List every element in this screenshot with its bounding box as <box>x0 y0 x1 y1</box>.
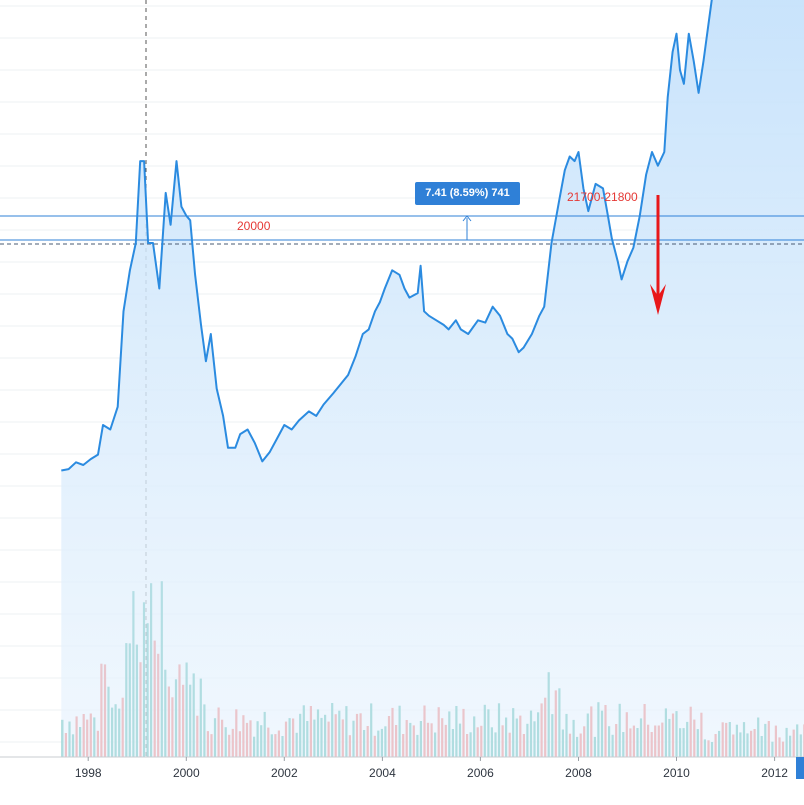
measure-badge[interactable]: 7.41 (8.59%) 741 <box>415 182 520 205</box>
x-tick-label: 2008 <box>565 766 592 780</box>
annotation-level-label[interactable]: 20000 <box>237 219 271 233</box>
x-axis-ticks: 1998 2000 2002 2004 2006 2008 2010 2012 <box>75 757 788 780</box>
price-area-fill <box>61 0 804 757</box>
x-tick-label: 1998 <box>75 766 102 780</box>
annotation-target-range-label[interactable]: 21700-21800 <box>567 190 638 204</box>
price-level-lines[interactable] <box>0 215 804 245</box>
measure-arrow-head <box>462 215 472 222</box>
x-tick-label: 2002 <box>271 766 298 780</box>
red-arrow-annotation[interactable] <box>650 195 666 315</box>
x-tick-label: 2010 <box>663 766 690 780</box>
x-tick-label: 2004 <box>369 766 396 780</box>
x-tick-label: 2012 <box>761 766 788 780</box>
price-scale-tag <box>796 757 804 779</box>
x-tick-label: 2006 <box>467 766 494 780</box>
x-tick-label: 2000 <box>173 766 200 780</box>
price-line[interactable] <box>61 0 716 472</box>
red-arrow-head <box>650 284 666 315</box>
